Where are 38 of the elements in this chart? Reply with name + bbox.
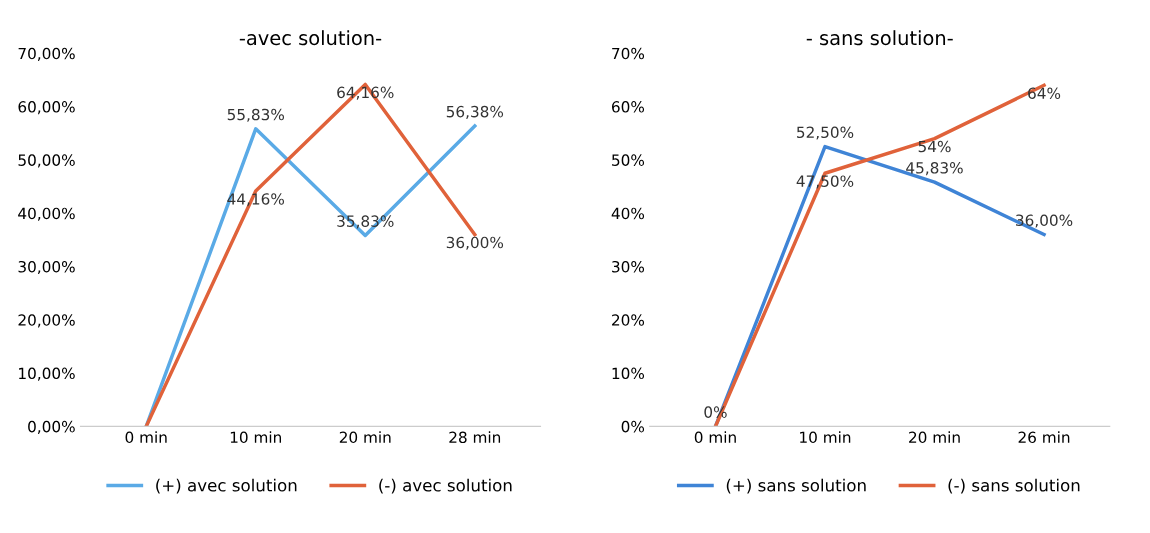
legend-label: (-) avec solution bbox=[379, 478, 512, 494]
y-tick-label: 10% bbox=[612, 367, 645, 380]
x-tick-label: 0 min bbox=[694, 431, 736, 444]
data-label: 52,50% bbox=[797, 126, 854, 140]
y-tick-label: 10,00% bbox=[19, 367, 75, 381]
y-tick-label: 70% bbox=[612, 47, 645, 60]
y-tick-label: 0,00% bbox=[28, 420, 75, 434]
y-tick-label: 0% bbox=[621, 420, 645, 433]
legend-label: (+) avec solution bbox=[156, 478, 297, 494]
y-tick-label: 30,00% bbox=[18, 260, 75, 275]
legend-label: (+) sans solution bbox=[726, 478, 866, 494]
y-tick-label: 50,00% bbox=[18, 154, 75, 168]
y-tick-label: 50% bbox=[612, 154, 645, 166]
y-tick-label: 60,00% bbox=[18, 101, 75, 115]
data-label: 36,00% bbox=[1016, 214, 1073, 228]
y-tick-label: 40,00% bbox=[18, 207, 75, 221]
x-tick-label: 10 min bbox=[230, 431, 281, 444]
x-tick-label: 10 min bbox=[800, 431, 851, 444]
y-tick-label: 40% bbox=[611, 207, 645, 220]
x-tick-label: 20 min bbox=[339, 431, 391, 444]
legend-label: (-) sans solution bbox=[948, 478, 1080, 494]
data-label: 54% bbox=[918, 140, 951, 153]
data-label: 64% bbox=[1028, 87, 1061, 99]
x-tick-label: 0 min bbox=[125, 431, 167, 444]
y-tick-label: 20,00% bbox=[18, 314, 75, 328]
data-label: 56,38% bbox=[446, 105, 504, 119]
chart-title: -avec solution- bbox=[239, 30, 382, 46]
chart-title: - sans solution- bbox=[806, 30, 953, 46]
x-tick-label: 26 min bbox=[1018, 431, 1070, 444]
x-tick-label: 20 min bbox=[909, 431, 960, 444]
data-label: 36,00% bbox=[446, 236, 504, 250]
data-label: 55,83% bbox=[227, 108, 285, 122]
y-tick-label: 70,00% bbox=[18, 47, 75, 61]
y-tick-label: 30% bbox=[612, 260, 645, 273]
x-tick-label: 28 min bbox=[449, 431, 501, 444]
y-tick-label: 20% bbox=[612, 314, 645, 326]
y-tick-label: 60% bbox=[612, 101, 645, 113]
data-label: 45,83% bbox=[906, 162, 963, 176]
